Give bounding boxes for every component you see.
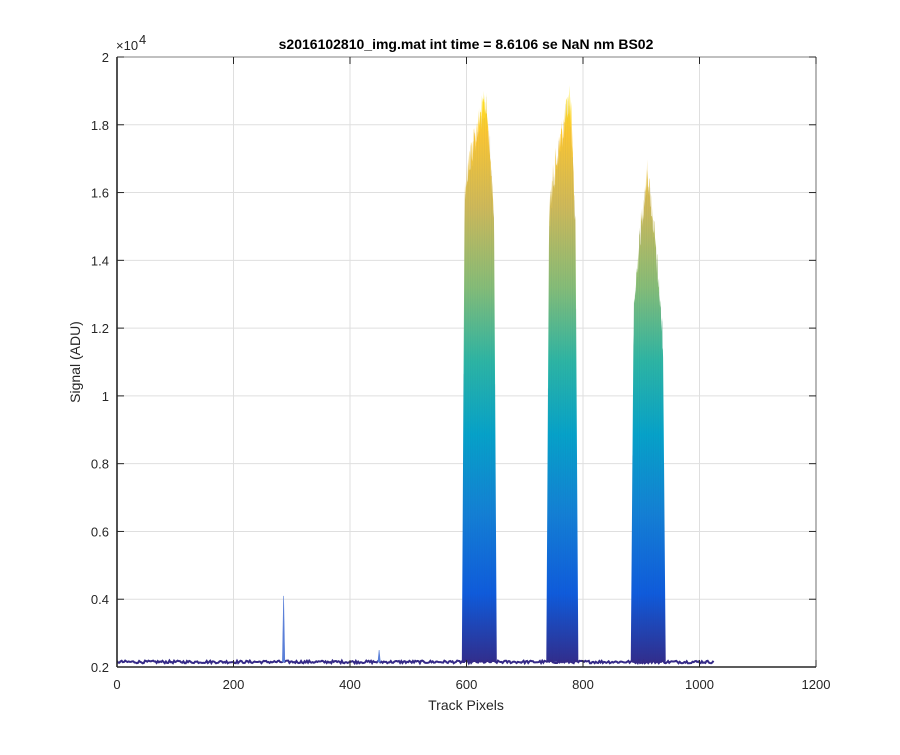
tick-labels: 0 200 400 600 800 1000 1200 0.2 0.4 0.6 0.8 1 1.2 1.4… <box>91 50 831 692</box>
y-tick-label: 1.8 <box>91 118 109 133</box>
data-area <box>117 85 715 666</box>
y-exponent-power: 4 <box>139 32 146 47</box>
y-exponent-base: ×10 <box>116 38 138 53</box>
x-tick-label: 600 <box>456 677 478 692</box>
baseline-line <box>117 658 715 666</box>
x-tick-label: 200 <box>223 677 245 692</box>
y-tick-label: 1.4 <box>91 253 109 268</box>
y-tick-label: 0.2 <box>91 660 109 675</box>
x-axis-label: Track Pixels <box>428 697 504 713</box>
peak-2-area <box>546 85 579 662</box>
y-tick-label: 0.8 <box>91 457 109 472</box>
x-tick-label: 0 <box>113 677 120 692</box>
y-tick-label: 0.6 <box>91 524 109 539</box>
x-tick-label: 400 <box>339 677 361 692</box>
y-tick-label: 1.2 <box>91 321 109 336</box>
spike-2 <box>377 650 381 663</box>
y-tick-label: 1.6 <box>91 186 109 201</box>
x-tick-label: 800 <box>572 677 594 692</box>
peak-3-area <box>630 159 666 662</box>
axes <box>116 56 817 668</box>
chart-title: s2016102810_img.mat int time = 8.6106 se… <box>279 36 654 52</box>
y-tick-label: 0.4 <box>91 592 109 607</box>
spike-1 <box>282 595 286 663</box>
peak-1-area <box>461 90 497 662</box>
y-axis-label: Signal (ADU) <box>67 321 83 403</box>
y-tick-label: 1 <box>102 389 109 404</box>
y-tick-label: 2 <box>102 50 109 65</box>
x-tick-label: 1200 <box>802 677 831 692</box>
x-tick-label: 1000 <box>685 677 714 692</box>
